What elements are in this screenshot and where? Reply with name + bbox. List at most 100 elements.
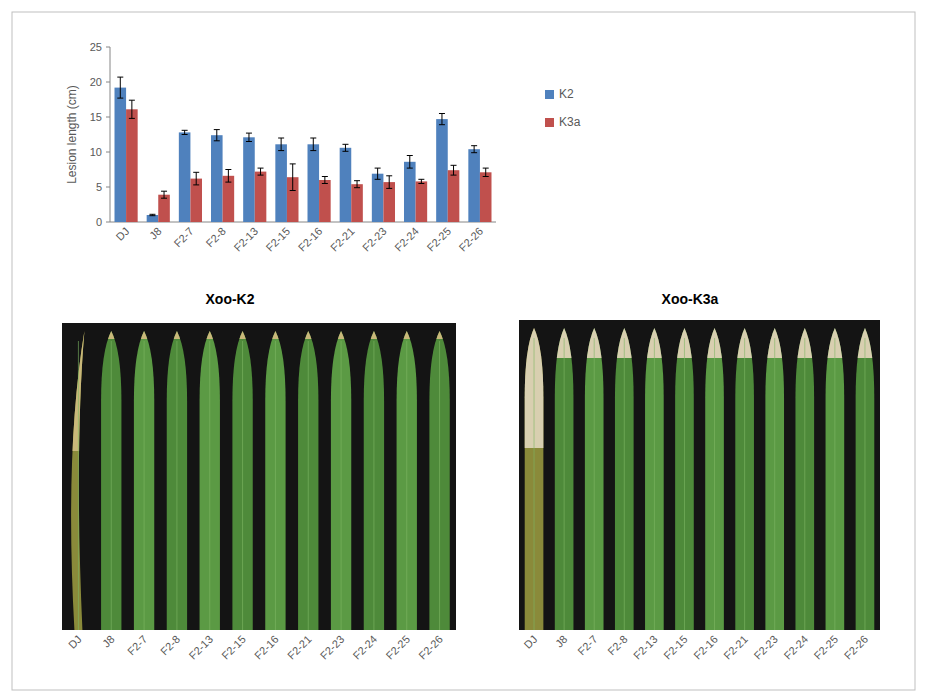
error-cap bbox=[149, 214, 155, 215]
leaf-midrib bbox=[242, 341, 243, 630]
bar bbox=[158, 195, 170, 222]
error-bar bbox=[386, 176, 392, 189]
error-stem bbox=[196, 172, 197, 185]
leaf-lesion bbox=[189, 331, 230, 339]
y-tick-label: 0 bbox=[96, 216, 102, 228]
error-bar bbox=[483, 168, 489, 176]
leaf-lesion bbox=[321, 331, 362, 339]
y-tick bbox=[106, 222, 110, 223]
photo-label: J8 bbox=[100, 633, 117, 650]
photo-label: F2-13 bbox=[186, 633, 215, 662]
leaf-midrib bbox=[144, 341, 145, 630]
leaf bbox=[298, 331, 318, 630]
leaf bbox=[735, 328, 754, 630]
error-bar bbox=[322, 177, 328, 184]
leaf-midrib bbox=[373, 341, 374, 630]
error-stem bbox=[281, 138, 282, 151]
photo-label: F2-8 bbox=[605, 633, 629, 657]
bar bbox=[480, 172, 492, 222]
error-bar bbox=[117, 77, 123, 98]
error-cap bbox=[418, 183, 424, 184]
error-bar bbox=[182, 130, 188, 134]
leaf bbox=[705, 328, 724, 630]
error-cap bbox=[322, 176, 328, 177]
error-bar bbox=[129, 100, 135, 118]
leaf bbox=[71, 331, 84, 630]
bar bbox=[468, 149, 480, 222]
error-cap bbox=[310, 138, 316, 139]
y-tick-label: 5 bbox=[96, 181, 102, 193]
leaf bbox=[645, 328, 664, 630]
photo-label: F2-16 bbox=[252, 633, 281, 662]
bar bbox=[179, 132, 191, 222]
error-cap bbox=[225, 182, 231, 183]
error-cap bbox=[149, 215, 155, 216]
x-tick-label: F2-21 bbox=[328, 225, 357, 254]
leaf-lesion bbox=[255, 331, 296, 339]
leaf bbox=[167, 331, 187, 630]
figure: 0510152025Lesion length (cm)DJJ8F2-7F2-8… bbox=[0, 0, 925, 698]
photo-label: F2-15 bbox=[661, 633, 690, 662]
leaf-midrib bbox=[834, 338, 835, 630]
x-tick-label: F2-23 bbox=[360, 225, 389, 254]
error-bar bbox=[407, 156, 413, 169]
leaf-lesion bbox=[386, 331, 427, 339]
error-cap bbox=[386, 175, 392, 176]
error-stem bbox=[216, 130, 217, 141]
legend-label: K2 bbox=[559, 87, 574, 101]
error-stem bbox=[421, 179, 422, 183]
error-cap bbox=[182, 134, 188, 135]
error-cap bbox=[246, 141, 252, 142]
error-stem bbox=[228, 170, 229, 183]
bar bbox=[223, 176, 235, 222]
error-cap bbox=[117, 98, 123, 99]
x-tick-label: F2-25 bbox=[424, 225, 453, 254]
y-axis-title: Lesion length (cm) bbox=[65, 85, 79, 184]
error-cap bbox=[161, 191, 167, 192]
error-cap bbox=[214, 140, 220, 141]
error-stem bbox=[377, 168, 378, 179]
leaf bbox=[232, 331, 252, 630]
error-cap bbox=[278, 150, 284, 151]
photo-label: F2-13 bbox=[631, 633, 660, 662]
photo-label: F2-25 bbox=[383, 633, 412, 662]
error-cap bbox=[246, 133, 252, 134]
error-bar bbox=[193, 172, 199, 185]
error-stem bbox=[164, 191, 165, 198]
bars bbox=[115, 77, 492, 222]
error-cap bbox=[418, 179, 424, 180]
leaf-midrib bbox=[624, 338, 625, 630]
y-tick-label: 20 bbox=[90, 76, 102, 88]
legend-swatch bbox=[545, 90, 554, 99]
y-tick bbox=[106, 187, 110, 188]
leaf-midrib bbox=[744, 338, 745, 630]
x-tick-label: F2-15 bbox=[264, 225, 293, 254]
photo-label: F2-24 bbox=[781, 633, 810, 662]
error-bar bbox=[161, 191, 167, 198]
error-stem bbox=[389, 176, 390, 189]
error-cap bbox=[129, 118, 135, 119]
bar bbox=[351, 184, 363, 222]
photo-label: J8 bbox=[553, 633, 570, 650]
leaf bbox=[795, 328, 814, 630]
error-cap bbox=[290, 190, 296, 191]
error-cap bbox=[193, 172, 199, 173]
error-stem bbox=[345, 144, 346, 151]
error-cap bbox=[386, 188, 392, 189]
error-cap bbox=[214, 129, 220, 130]
error-cap bbox=[161, 198, 167, 199]
x-tick-label: F2-16 bbox=[296, 225, 325, 254]
y-tick-label: 10 bbox=[90, 146, 102, 158]
photo-label: F2-26 bbox=[416, 633, 445, 662]
leaf bbox=[856, 328, 875, 630]
leaf-lesion bbox=[124, 331, 165, 339]
photo-label: F2-25 bbox=[811, 633, 840, 662]
error-bar bbox=[246, 133, 252, 141]
leaf-midrib bbox=[534, 338, 535, 630]
error-cap bbox=[290, 163, 296, 164]
photo-label: F2-7 bbox=[575, 633, 599, 657]
error-cap bbox=[483, 176, 489, 177]
error-cap bbox=[439, 113, 445, 114]
leaf-midrib bbox=[804, 338, 805, 630]
error-cap bbox=[375, 179, 381, 180]
